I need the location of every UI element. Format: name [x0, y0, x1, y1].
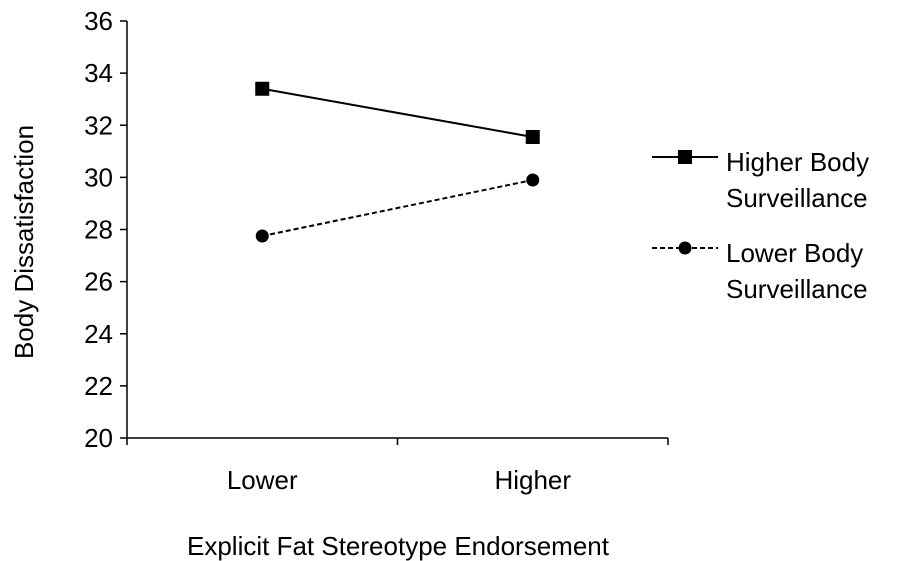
series-2 — [255, 173, 540, 243]
y-tick-label: 22 — [84, 371, 113, 401]
series-1 — [255, 81, 540, 144]
x-tick-label: Lower — [227, 465, 298, 495]
y-axis-title: Body Dissatisfaction — [9, 125, 39, 359]
legend-label: Surveillance — [726, 183, 868, 213]
y-tick-label: 24 — [84, 319, 113, 349]
plot-area: 20 22 24 26 28 30 32 34 36 Lower Higher — [84, 6, 669, 495]
y-tick-label: 36 — [84, 6, 113, 36]
y-tick-label: 30 — [84, 162, 113, 192]
x-axis-ticks: Lower Higher — [126, 438, 669, 495]
y-tick-label: 34 — [84, 58, 113, 88]
legend-label: Lower Body — [726, 238, 863, 268]
x-tick-label: Higher — [494, 465, 571, 495]
y-tick-label: 26 — [84, 267, 113, 297]
legend-label: Surveillance — [726, 274, 868, 304]
series-layer — [255, 81, 540, 243]
legend-label: Higher Body — [726, 147, 869, 177]
legend: Higher Body Surveillance Lower Body Surveil… — [652, 147, 869, 304]
data-point — [525, 129, 540, 144]
legend-item-1: Higher Body Surveillance — [652, 147, 869, 213]
data-point — [526, 173, 540, 187]
series-line — [262, 179, 533, 237]
y-tick-label: 20 — [84, 423, 113, 453]
legend-marker — [678, 241, 692, 255]
data-point — [255, 81, 270, 96]
y-tick-label: 28 — [84, 215, 113, 245]
legend-marker — [678, 150, 692, 164]
y-axis-ticks: 20 22 24 26 28 30 32 34 36 — [84, 6, 127, 453]
data-point — [255, 229, 269, 243]
legend-item-2: Lower Body Surveillance — [652, 238, 868, 304]
series-line — [262, 87, 533, 138]
y-tick-label: 32 — [84, 110, 113, 140]
x-axis-title: Explicit Fat Stereotype Endorsement — [187, 531, 610, 561]
